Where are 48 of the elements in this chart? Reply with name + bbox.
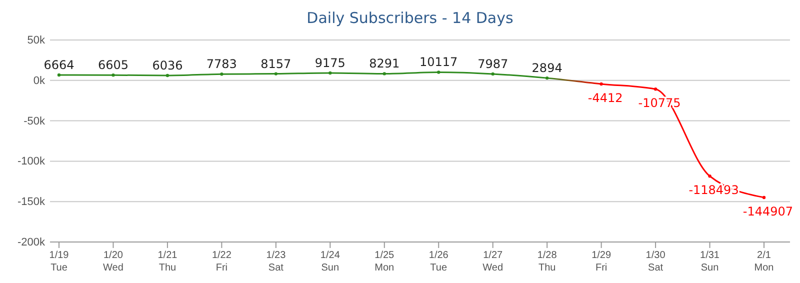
point xyxy=(328,71,332,75)
point xyxy=(166,74,170,78)
point xyxy=(708,174,712,178)
point xyxy=(545,76,549,80)
x-tick-label: 1/27 Wed xyxy=(482,250,504,274)
data-label: 8157 xyxy=(260,56,292,71)
point xyxy=(437,70,440,74)
x-tick-label: 1/21 Thu xyxy=(158,250,178,274)
data-label: 6605 xyxy=(98,58,129,72)
y-tick-label: -200k xyxy=(17,236,46,249)
point xyxy=(654,88,658,91)
data-label: 9175 xyxy=(314,56,346,70)
point xyxy=(220,72,224,76)
data-label: 10117 xyxy=(420,55,458,70)
x-tick-label: 1/31 Sun xyxy=(700,250,720,274)
x-tick-label: 1/26 Tue xyxy=(428,250,449,274)
data-label: -4412 xyxy=(588,90,623,105)
chart-title: Daily Subscribers - 14 Days xyxy=(306,9,514,27)
y-tick-label: -100k xyxy=(17,156,46,168)
x-tick-label: 1/30 Sat xyxy=(646,250,666,274)
x-tick-label: 1/24 Sun xyxy=(320,250,340,274)
data-label: 7987 xyxy=(478,56,508,71)
data-label: 8291 xyxy=(369,56,400,71)
data-label: 6036 xyxy=(152,58,183,73)
data-label: 6664 xyxy=(44,58,74,72)
point xyxy=(112,73,115,77)
x-tick-label: 1/29 Fri xyxy=(592,250,612,274)
point xyxy=(382,72,386,76)
x-tick-label: 1/22 Fri xyxy=(212,250,232,274)
data-label: -118493 xyxy=(688,183,739,198)
x-tick-label: 2/1 Mon xyxy=(754,250,774,274)
data-label: 2894 xyxy=(532,61,562,76)
x-tick-label: 1/23 Sat xyxy=(266,250,286,274)
point xyxy=(762,196,766,200)
x-tick-label: 1/20 Wed xyxy=(103,250,124,274)
point xyxy=(491,72,494,76)
point xyxy=(274,72,278,76)
y-tick-label: -50k xyxy=(24,115,46,128)
point xyxy=(600,82,603,86)
x-tick-label: 1/28 Thu xyxy=(537,250,558,274)
data-label: -144907 xyxy=(742,204,794,218)
point xyxy=(57,73,61,77)
x-tick-label: 1/25 Mon xyxy=(374,250,395,274)
y-tick-label: -150k xyxy=(17,196,46,208)
x-tick-label: 1/19 Tue xyxy=(49,250,70,274)
y-tick-label: 0k xyxy=(33,74,46,87)
data-label: 7783 xyxy=(206,57,237,72)
y-tick-label: 50k xyxy=(27,34,46,47)
